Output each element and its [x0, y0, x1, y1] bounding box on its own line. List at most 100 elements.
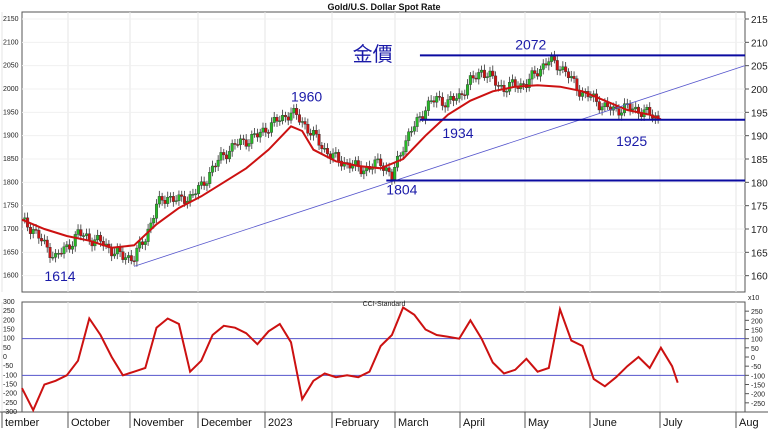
candle-body — [510, 79, 514, 83]
candle-body — [580, 92, 584, 97]
candle-body — [76, 229, 80, 235]
candle-body — [255, 133, 259, 138]
candle-body — [460, 93, 464, 95]
left-tick-label: 2000 — [3, 86, 19, 93]
candle-body — [191, 194, 195, 196]
candle-body — [45, 239, 49, 248]
candle-body — [42, 239, 46, 242]
candle-body — [225, 154, 229, 160]
candle-body — [295, 108, 299, 115]
candle-body — [303, 121, 307, 125]
candle-body — [603, 102, 607, 107]
candle-body — [82, 235, 86, 237]
left-tick-label: 1650 — [3, 249, 19, 256]
candle-body — [233, 143, 237, 145]
cci-right-tick: -200 — [751, 392, 765, 399]
candle-body — [227, 151, 231, 160]
cci-right-tick: 50 — [751, 346, 759, 353]
chart-annotation: 1925 — [616, 133, 647, 149]
cci-right-tick: 250 — [751, 309, 763, 316]
candle-body — [177, 194, 181, 201]
candle-body — [152, 218, 156, 224]
candle-body — [491, 70, 495, 77]
candle-body — [561, 66, 565, 71]
candle-body — [253, 133, 257, 135]
candle-body — [505, 91, 509, 93]
candle-body — [163, 200, 167, 204]
candle-body — [110, 247, 114, 257]
candle-body — [48, 247, 52, 258]
trendline — [133, 65, 746, 267]
chart-annotation: 1804 — [386, 181, 417, 197]
candle-body — [183, 196, 187, 204]
candle-body — [362, 170, 366, 175]
candle-body — [314, 130, 318, 135]
cci-line — [21, 305, 679, 413]
candle-body — [180, 194, 184, 197]
candle-body — [208, 172, 212, 184]
month-label: July — [663, 417, 683, 429]
candle-body — [440, 96, 444, 106]
candle-body — [121, 251, 125, 260]
candle-body — [23, 217, 27, 220]
candle-body — [261, 127, 265, 133]
cci-left-tick: 300 — [3, 299, 15, 306]
candle-body — [241, 138, 245, 141]
chart-title: Gold/U.S. Dollar Spot Rate — [327, 2, 440, 12]
left-tick-label: 2100 — [3, 39, 19, 46]
candle-body — [435, 96, 439, 103]
candle-body — [300, 121, 304, 123]
month-label: tember — [5, 417, 40, 429]
candle-body — [157, 196, 161, 205]
candle-body — [84, 233, 88, 236]
candle-body — [463, 94, 467, 96]
candle-body — [205, 183, 209, 186]
axis-multiplier: x10 — [748, 295, 759, 302]
candle-body — [606, 102, 610, 108]
right-tick-label: 205 — [751, 62, 768, 73]
candle-body — [555, 60, 559, 71]
candle-body — [376, 158, 380, 161]
candle-body — [474, 77, 478, 80]
candle-body — [132, 260, 136, 262]
cci-right-tick: -50 — [751, 364, 761, 371]
candle-body — [171, 196, 175, 202]
candle-body — [199, 181, 203, 186]
candle-body — [499, 85, 503, 87]
candle-body — [160, 196, 164, 201]
candle-body — [468, 75, 472, 85]
candle-body — [544, 63, 548, 66]
candle-body — [426, 100, 430, 111]
month-label: May — [528, 417, 549, 429]
candle-body — [37, 230, 41, 239]
candle-body — [566, 71, 570, 79]
cci-left-tick: 150 — [3, 327, 15, 334]
candle-body — [54, 253, 58, 258]
candle-body — [289, 112, 293, 121]
candle-body — [457, 93, 461, 99]
candle-body — [140, 241, 144, 245]
candle-body — [482, 69, 486, 79]
month-label: March — [398, 417, 429, 429]
candle-body — [264, 127, 268, 133]
candle-body — [222, 152, 226, 156]
candle-body — [286, 116, 290, 121]
candle-body — [311, 130, 315, 136]
candle-body — [250, 134, 254, 144]
candle-body — [70, 245, 74, 250]
candle-body — [174, 200, 178, 202]
candle-body — [211, 165, 215, 173]
candle-body — [452, 96, 456, 101]
candle-body — [292, 108, 296, 114]
candle-body — [219, 152, 223, 161]
candle-body — [485, 76, 489, 79]
candle-body — [348, 162, 352, 169]
right-tick-label: 175 — [751, 202, 768, 213]
candle-body — [634, 106, 638, 110]
cci-panel: tember October November December 2023 Februar… — [0, 299, 768, 429]
right-tick-label: 170 — [751, 225, 768, 236]
cci-left-tick: 250 — [3, 308, 15, 315]
candle-body — [550, 56, 554, 62]
candle-body — [317, 133, 321, 146]
candle-body — [418, 116, 422, 118]
